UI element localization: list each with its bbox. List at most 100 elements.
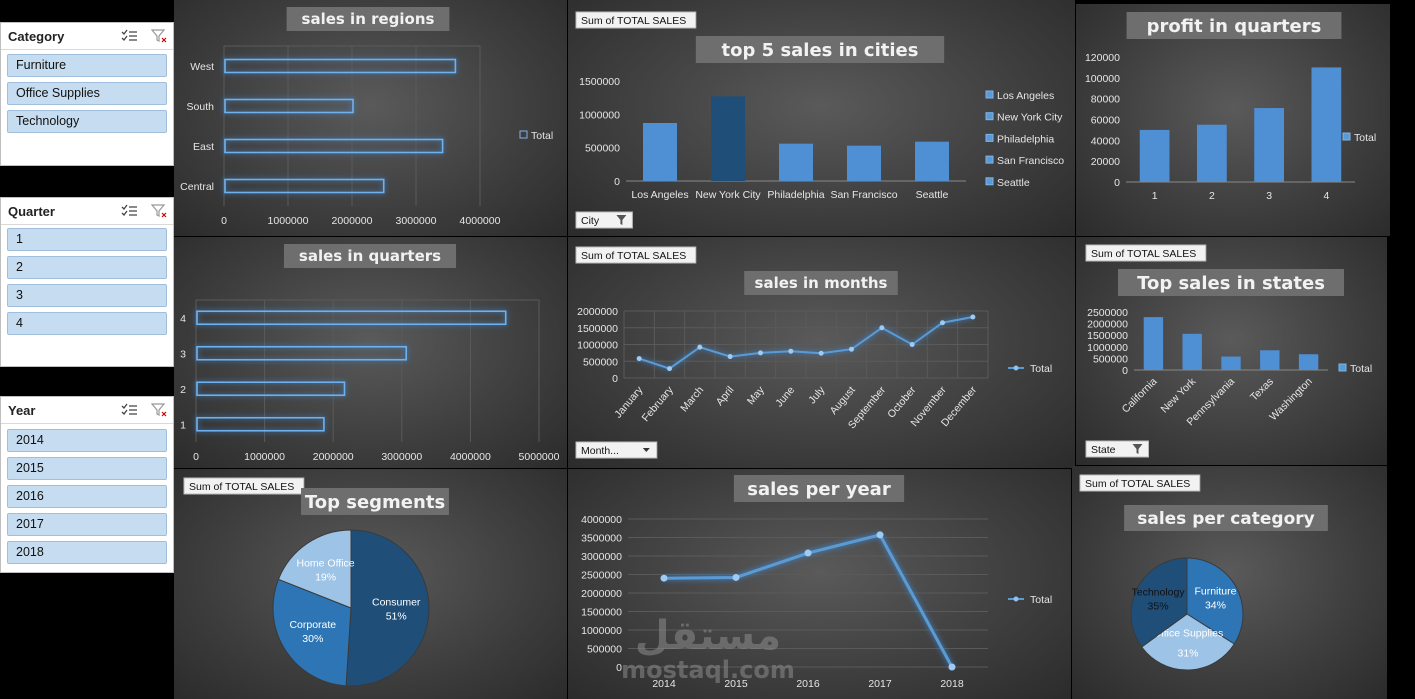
data-point (876, 531, 884, 539)
slicer-title: Quarter (8, 203, 55, 219)
x-tick-label: March (678, 384, 706, 414)
y-tick-label: 500000 (587, 644, 622, 656)
x-tick-label: San Francisco (830, 189, 897, 201)
slicer-title: Year (8, 402, 36, 418)
chart-title-background (1126, 12, 1342, 39)
quarter-slicer: Quarter 1 2 3 4 (0, 197, 174, 367)
slicer-item-furniture[interactable]: Furniture (7, 54, 167, 77)
y-tick-label: 0 (612, 373, 618, 385)
month-filter-button: Month... (581, 445, 619, 457)
city-filter-button: City (581, 215, 600, 227)
y-tick-label: Central (180, 181, 214, 193)
slicer-item-2018[interactable]: 2018 (7, 541, 167, 564)
chart-sales-per-category[interactable]: Sum of TOTAL SALES sales per category Furn… (1072, 466, 1387, 699)
pie-label: Furniture (1194, 585, 1236, 597)
data-point (940, 320, 945, 326)
chart-top-5-sales-in-cities[interactable]: Sum of TOTAL SALES top 5 sales in cities 0… (568, 0, 1075, 236)
y-tick-label: 0 (1114, 177, 1120, 189)
x-tick-label: 4 (1323, 190, 1329, 202)
chart-sales-per-year[interactable]: sales per year 0 500000 1000000 1500000 20000… (568, 469, 1071, 699)
chart-sales-in-quarters[interactable]: sales in quarters 0 1000000 2000000 3000000 4… (174, 237, 567, 468)
chart-title: sales in quarters (299, 247, 441, 265)
chart-canvas: Sum of TOTAL SALES top 5 sales in cities 0… (575, 11, 1064, 229)
y-tick-label: 1000000 (579, 109, 620, 121)
chart-sales-in-regions[interactable]: sales in regions 0 1000000 2000000 3000000 40… (174, 0, 567, 236)
field-button-sum-of-total-sales-box (1079, 474, 1201, 492)
clear-filter-icon[interactable] (151, 403, 167, 417)
bar (1260, 350, 1280, 370)
field-button-sum-of-total-sales: Sum of TOTAL SALES (581, 250, 686, 262)
x-tick-label: New York (1158, 375, 1198, 415)
pie-label: Consumer (372, 596, 421, 608)
legend-label: San Francisco (997, 155, 1064, 167)
bar (196, 416, 325, 432)
y-tick-label: 4000000 (581, 514, 622, 526)
data-point (660, 574, 668, 582)
y-tick-label: 500000 (585, 143, 620, 155)
x-tick-label: Texas (1248, 376, 1276, 404)
chart-canvas: sales in quarters 0 1000000 2000000 3000000 4… (180, 244, 560, 463)
y-tick-label: East (193, 141, 214, 153)
slicer-item-quarter-3[interactable]: 3 (7, 284, 167, 307)
x-tick-label: 2000000 (313, 451, 354, 463)
legend-label: Total (1354, 132, 1376, 144)
series-line (638, 316, 974, 370)
pie-slice (345, 529, 430, 687)
pie-slice (277, 529, 352, 609)
x-tick-label: May (745, 384, 767, 407)
clear-filter-icon[interactable] (151, 204, 167, 218)
chart-title-background (733, 475, 905, 502)
slicer-item-quarter-2[interactable]: 2 (7, 256, 167, 279)
slicer-item-2016[interactable]: 2016 (7, 485, 167, 508)
legend-swatch (985, 90, 994, 99)
y-tick-label: 0 (616, 662, 622, 674)
field-button-sum-of-total-sales: Sum of TOTAL SALES (581, 15, 686, 27)
slicer-item-2015[interactable]: 2015 (7, 457, 167, 480)
slicer-item-office-supplies[interactable]: Office Supplies (7, 82, 167, 105)
x-tick-label: 4000000 (460, 215, 501, 227)
legend-swatch (519, 130, 528, 139)
y-tick-label: 20000 (1091, 156, 1120, 168)
x-tick-label: 3000000 (396, 215, 437, 227)
legend-swatch (985, 133, 994, 142)
slicer-item-quarter-4[interactable]: 4 (7, 312, 167, 335)
x-tick-label: 2015 (724, 678, 748, 690)
x-tick-label: 1000000 (268, 215, 309, 227)
pie-slice (1140, 613, 1235, 671)
legend-label: Total (531, 130, 553, 142)
data-point (909, 342, 915, 347)
y-tick-label: 120000 (1085, 52, 1120, 64)
slicer-item-2017[interactable]: 2017 (7, 513, 167, 536)
bar (224, 98, 354, 114)
multi-select-icon[interactable] (121, 29, 137, 43)
slicer-item-2014[interactable]: 2014 (7, 429, 167, 452)
bar (1254, 108, 1285, 182)
legend-label: Total (1030, 363, 1052, 375)
chart-title-background (695, 36, 945, 63)
multi-select-icon[interactable] (121, 204, 137, 218)
chart-profit-in-quarters[interactable]: profit in quarters 0 20000 40000 60000 80000 1… (1076, 4, 1390, 236)
y-tick-label: South (187, 101, 215, 113)
field-button-sum-of-total-sales-box (183, 477, 305, 495)
bar (915, 141, 949, 181)
data-point (849, 346, 854, 352)
data-point (667, 366, 672, 372)
chart-title-background (744, 271, 898, 295)
y-tick-label: 1000000 (1087, 342, 1128, 354)
y-tick-label: 0 (614, 176, 620, 188)
clear-filter-icon[interactable] (151, 29, 167, 43)
x-tick-label: 2016 (796, 678, 820, 690)
watermark-arabic: مستقل (635, 613, 781, 659)
slicer-item-quarter-1[interactable]: 1 (7, 228, 167, 251)
chart-canvas: Sum of TOTAL SALES sales per category Furn… (1079, 474, 1328, 671)
chart-top-segments[interactable]: Sum of TOTAL SALES Top segments Consumer 51… (174, 469, 567, 699)
x-tick-label: California (1120, 376, 1160, 416)
chart-top-sales-in-states[interactable]: Sum of TOTAL SALES Top sales in states 0 50… (1076, 237, 1387, 465)
slicer-item-technology[interactable]: Technology (7, 110, 167, 133)
chart-sales-in-months[interactable]: Sum of TOTAL SALES sales in months 0 500000… (568, 237, 1075, 468)
pie-label: Technology (1131, 586, 1185, 598)
multi-select-icon[interactable] (121, 403, 137, 417)
chart-title-background (1124, 505, 1328, 531)
x-tick-label: 1000000 (244, 451, 285, 463)
y-tick-label: 1000000 (581, 625, 622, 637)
